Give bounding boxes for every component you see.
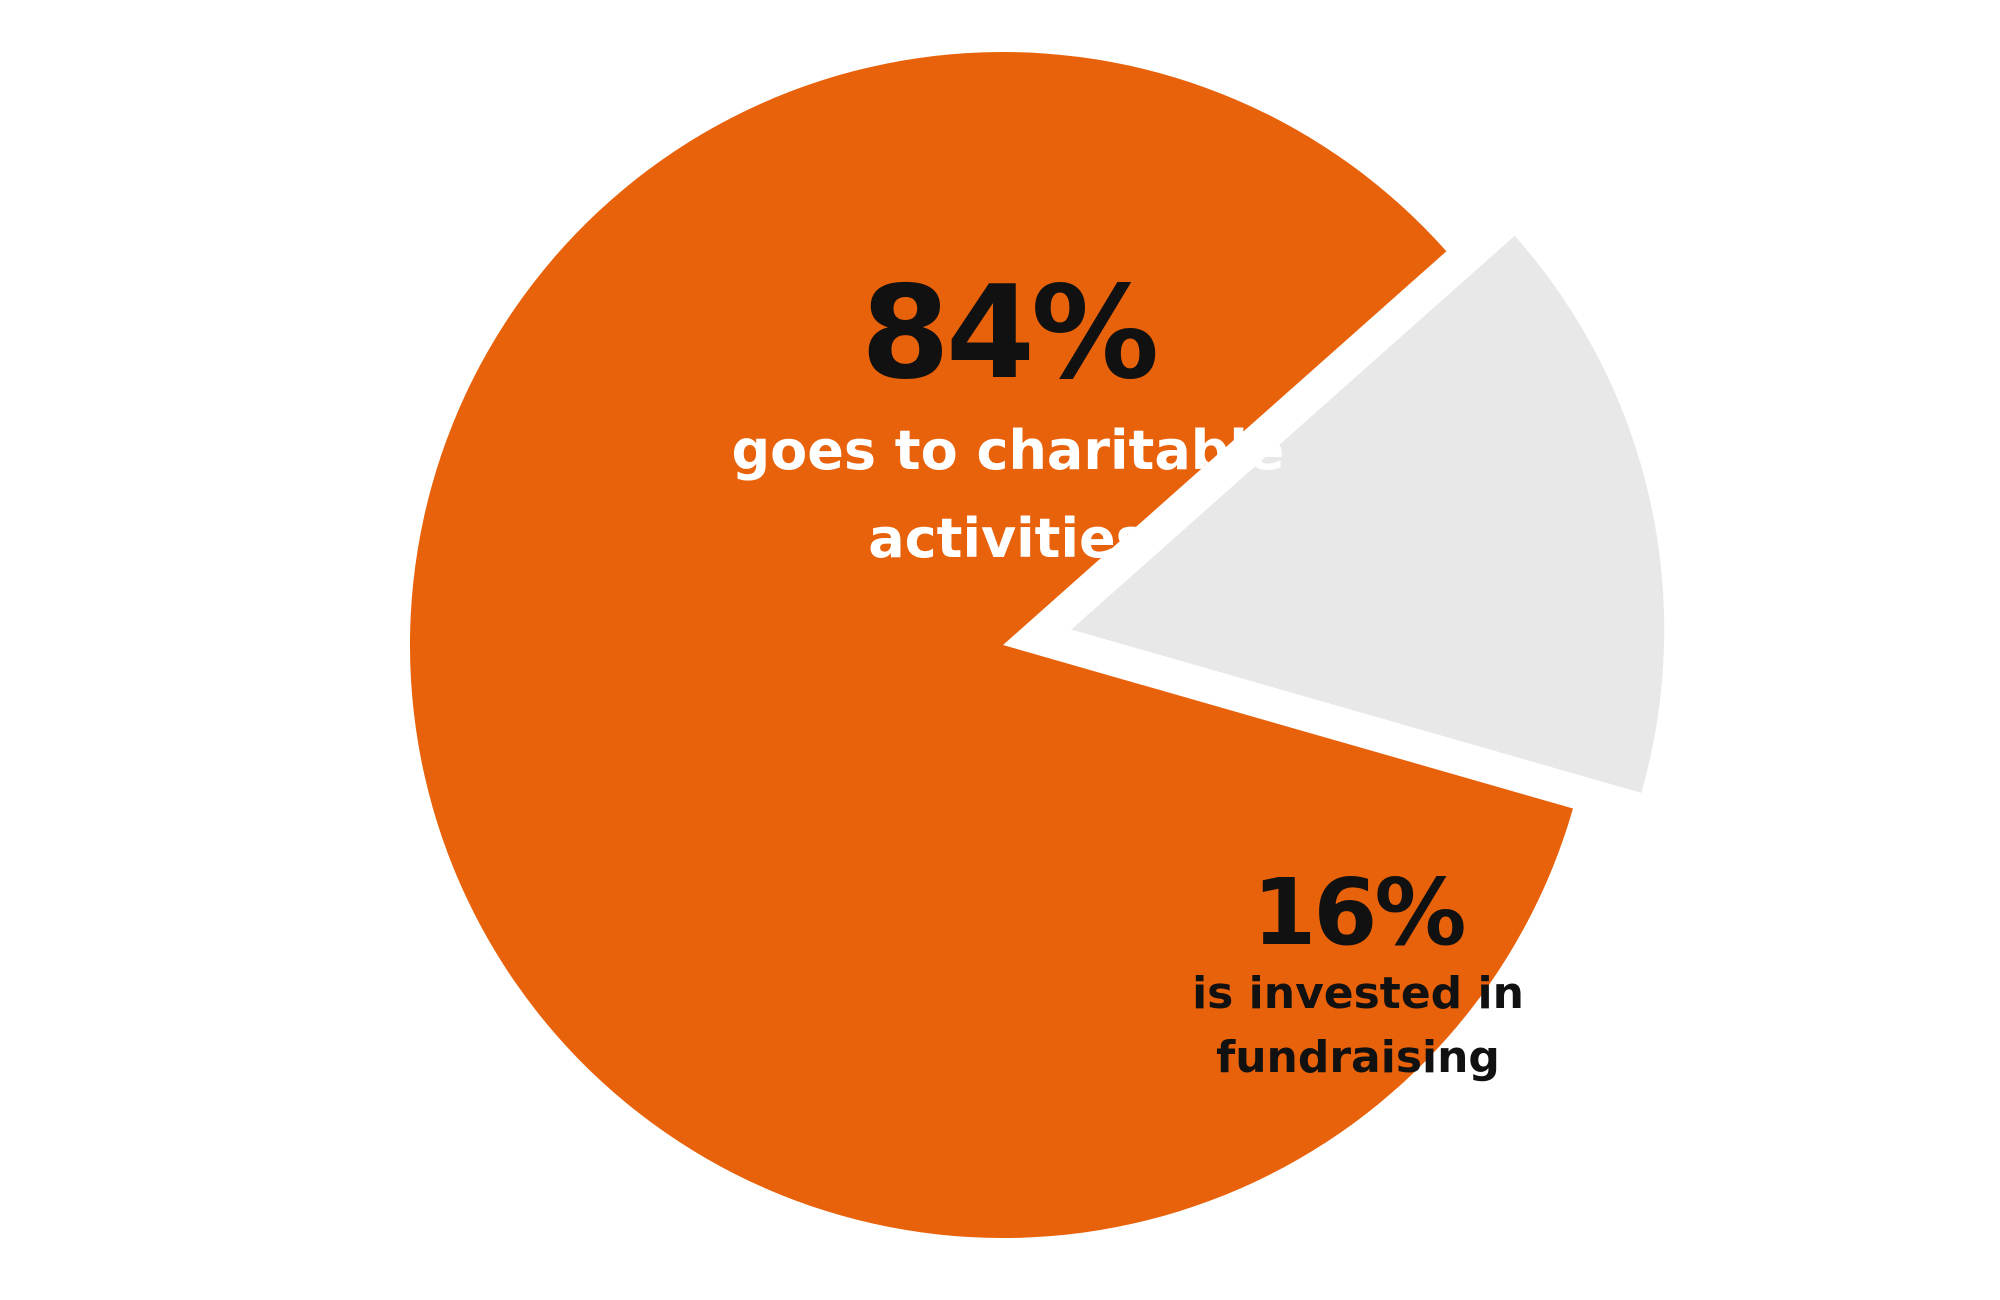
slice-charitable-description-line-1: goes to charitable xyxy=(731,419,1284,482)
slice-charitable xyxy=(409,52,1573,1239)
pie-slices xyxy=(409,52,1665,1239)
slice-charitable-description-line-2: activities xyxy=(868,507,1148,570)
slice-fundraising-description-line-2: fundraising xyxy=(1216,1032,1500,1083)
slice-fundraising-description-line-1: is invested in xyxy=(1192,968,1524,1019)
slice-fundraising xyxy=(1071,235,1665,793)
slice-fundraising-value-label: 16% xyxy=(1252,859,1464,966)
slice-charitable-value-label: 84% xyxy=(861,259,1156,408)
pie-labels: 84% goes to charitable activities 16% is… xyxy=(731,259,1523,1083)
